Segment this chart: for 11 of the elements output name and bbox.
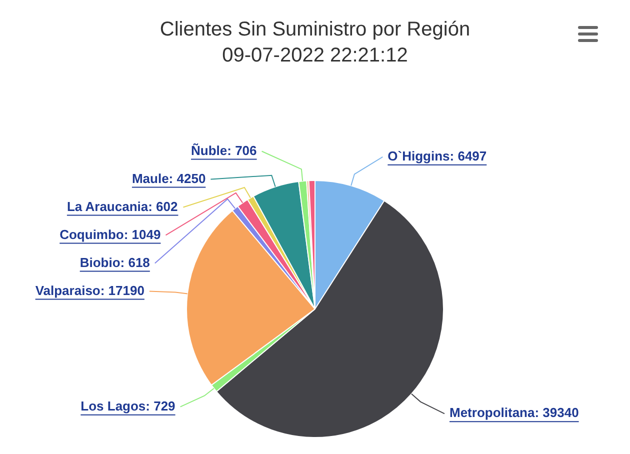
slice-label: Ñuble: 706 <box>191 142 257 158</box>
slice-label: La Araucania: 602 <box>66 198 178 214</box>
slice-label: Biobio: 618 <box>80 254 150 270</box>
chart-subtitle: 09-07-2022 22:21:12 <box>222 44 408 67</box>
slice-label: Coquimbo: 1049 <box>60 226 161 242</box>
slice-label: O`Higgins: 6497 <box>388 148 487 164</box>
slice-label: Los Lagos: 729 <box>80 398 176 414</box>
slice-label: Valparaiso: 17190 <box>35 282 144 298</box>
chart-title: Clientes Sin Suministro por Región <box>160 18 470 41</box>
slice-label: Metropolitana: 39340 <box>449 405 579 420</box>
slice-label: Maule: 4250 <box>132 170 206 186</box>
